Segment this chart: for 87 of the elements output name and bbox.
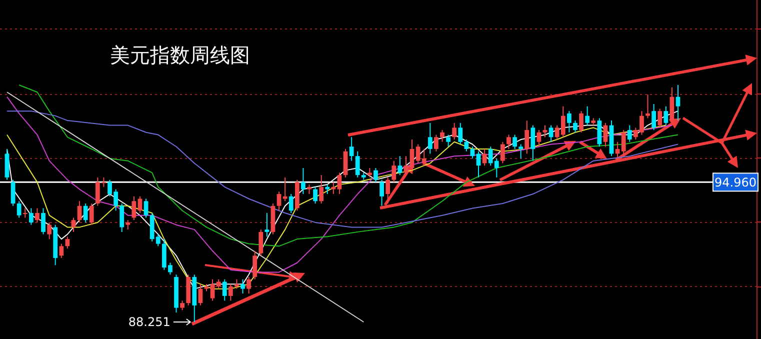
candlestick [343, 148, 348, 178]
candlestick [258, 229, 264, 256]
candlestick [77, 200, 82, 223]
candlestick [536, 130, 542, 148]
candlestick [646, 94, 650, 119]
candlestick [4, 148, 10, 180]
candlestick [313, 186, 318, 204]
annotation: 88.251 [128, 315, 170, 329]
candlestick [670, 86, 674, 124]
candlestick [325, 184, 330, 195]
candlestick [573, 120, 578, 133]
candlestick [126, 220, 130, 230]
candlestick [458, 122, 463, 145]
candlestick [518, 144, 524, 159]
candlestick [548, 124, 554, 142]
candlestick [252, 250, 258, 280]
candlestick [603, 122, 608, 148]
candlestick [144, 198, 148, 218]
candlestick [41, 208, 46, 235]
candlestick [410, 139, 414, 171]
candlestick [228, 284, 233, 302]
candlestick [482, 148, 487, 166]
candlestick [222, 278, 227, 302]
candlestick [35, 208, 40, 223]
candlestick [216, 278, 221, 290]
candlestick [530, 124, 536, 162]
candlestick [282, 176, 288, 202]
candlestick [132, 196, 136, 221]
candlestick [506, 134, 511, 150]
candlestick [28, 208, 34, 226]
candlestick [597, 118, 602, 148]
candlestick [446, 134, 450, 148]
candlestick [476, 150, 481, 178]
text: 94.960 [714, 176, 756, 190]
candlestick [319, 174, 324, 204]
candlestick [234, 278, 239, 290]
candlestick [374, 167, 378, 183]
candlestick [10, 179, 16, 206]
candlestick [404, 156, 408, 176]
candlestick [470, 146, 475, 159]
candlestick [89, 203, 94, 226]
candlestick [464, 139, 469, 152]
candlestick [627, 124, 632, 142]
candlestick [16, 200, 22, 218]
candlestick [59, 243, 64, 259]
candlestick [380, 179, 384, 206]
candlestick [288, 194, 294, 214]
candlestick [428, 122, 432, 154]
candlestick [440, 130, 444, 142]
candlestick [246, 276, 251, 294]
chart-title: 美元指数周线图 [110, 43, 250, 67]
candlestick [210, 278, 215, 302]
candlestick [368, 167, 372, 178]
candlestick [264, 212, 270, 238]
candlestick [585, 106, 590, 126]
candlestick [452, 122, 457, 140]
candlestick [301, 167, 306, 195]
candlestick [392, 160, 396, 183]
candlestick [240, 278, 245, 294]
candlestick [83, 203, 88, 223]
candlestick [579, 110, 584, 133]
candlestick [47, 222, 52, 240]
candlestick [524, 120, 530, 154]
candlestick [198, 284, 203, 306]
candlestick [434, 134, 438, 152]
candlestick [512, 134, 517, 150]
candlestick [180, 300, 185, 311]
candlestick [566, 110, 572, 133]
candlestick [349, 136, 354, 162]
candlestick [355, 150, 360, 178]
candlestick [337, 172, 342, 195]
candlestick [398, 156, 402, 176]
candlestick [331, 182, 336, 195]
candlestick [71, 217, 76, 232]
candlestick [386, 176, 390, 204]
candlestick [307, 184, 312, 195]
candlestick [65, 236, 70, 250]
candlestick [621, 130, 626, 157]
candlestick [664, 106, 668, 126]
candlestick [676, 84, 680, 122]
candlestick [658, 108, 662, 128]
candlestick [22, 208, 28, 218]
candlestick [500, 141, 505, 164]
candlestick [542, 124, 548, 138]
candlestick [276, 191, 282, 212]
candlestick [120, 203, 124, 232]
candlestick [652, 103, 656, 131]
